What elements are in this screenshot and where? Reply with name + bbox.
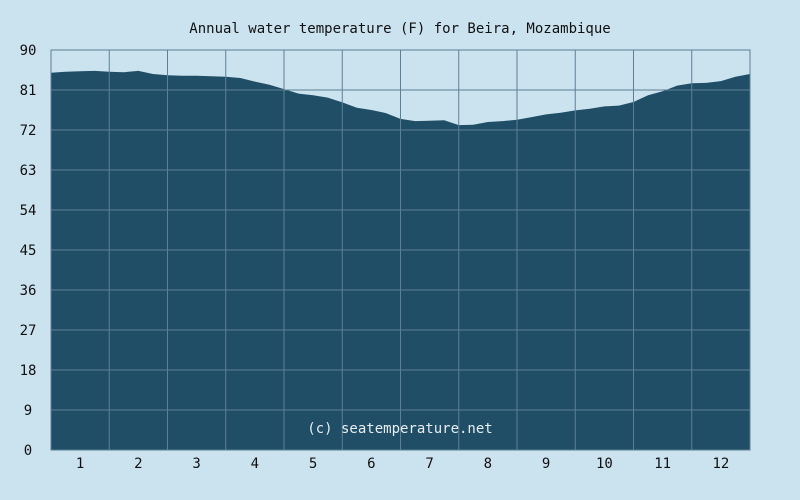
- y-tick-label: 54: [20, 203, 37, 219]
- y-tick-label: 0: [24, 443, 32, 459]
- y-tick-label: 36: [20, 283, 37, 299]
- x-tick-label: 3: [192, 456, 200, 472]
- y-tick-label: 90: [20, 43, 37, 59]
- x-tick-label: 8: [484, 456, 492, 472]
- chart-title: Annual water temperature (F) for Beira, …: [189, 21, 610, 37]
- plot-frame: [50, 49, 751, 451]
- x-tick-label: 10: [596, 456, 613, 472]
- x-tick-label: 1: [76, 456, 84, 472]
- y-tick-label: 18: [20, 363, 37, 379]
- x-tick-label: 7: [425, 456, 433, 472]
- x-tick-label: 12: [712, 456, 729, 472]
- x-tick-label: 5: [309, 456, 317, 472]
- y-tick-label: 72: [20, 123, 37, 139]
- y-tick-label: 45: [20, 243, 37, 259]
- y-tick-label: 9: [24, 403, 32, 419]
- x-tick-label: 2: [134, 456, 142, 472]
- y-tick-label: 81: [20, 83, 37, 99]
- x-tick-label: 9: [542, 456, 550, 472]
- x-tick-label: 6: [367, 456, 375, 472]
- x-tick-label: 11: [654, 456, 671, 472]
- y-tick-label: 63: [20, 163, 37, 179]
- watermark-text: (c) seatemperature.net: [307, 421, 492, 437]
- x-tick-label: 4: [251, 456, 259, 472]
- y-tick-label: 27: [20, 323, 37, 339]
